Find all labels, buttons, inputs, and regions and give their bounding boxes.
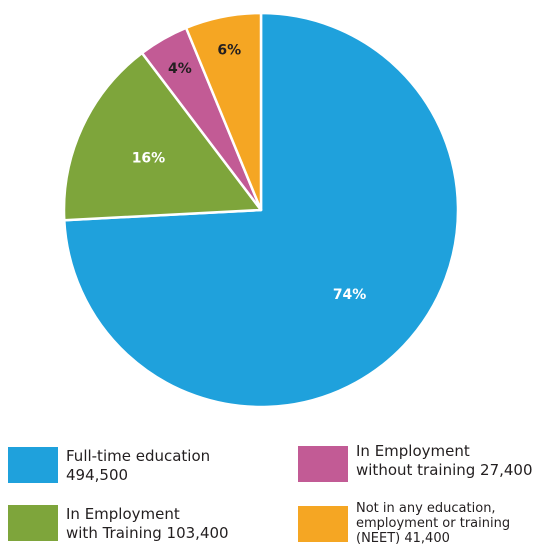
legend-label-line: employment or training bbox=[356, 516, 511, 531]
slice-label-neet: 6% bbox=[217, 43, 241, 59]
legend-label-line: 494,500 bbox=[66, 466, 129, 484]
legend-label-full-time-education: Full-time education 494,500 bbox=[66, 447, 210, 485]
legend-swatch-full-time-education bbox=[8, 447, 58, 483]
legend-item-employment-without-training: In Employment without training 27,400 bbox=[298, 442, 533, 482]
slice-label-full-time-education: 74% bbox=[333, 287, 367, 303]
pie-chart: 74% 16% 4% 6% bbox=[62, 11, 460, 409]
slice-neet bbox=[184, 11, 263, 212]
legend-label-line: In Employment bbox=[66, 505, 180, 523]
legend-label-employment-without-training: In Employment without training 27,400 bbox=[356, 442, 533, 480]
slice-label-employment-without-training: 4% bbox=[168, 61, 192, 77]
legend-label-employment-with-training: In Employment with Training 103,400 bbox=[66, 505, 229, 543]
legend-label-line: Not in any education, bbox=[356, 501, 496, 516]
legend-label-line: without training 27,400 bbox=[356, 461, 533, 479]
legend-label-line: Full-time education bbox=[66, 447, 211, 465]
legend-swatch-neet bbox=[298, 506, 348, 542]
legend-swatch-employment-without-training bbox=[298, 446, 348, 482]
pie-chart-area: 74% 16% 4% 6% bbox=[62, 11, 460, 409]
slice-label-employment-with-training: 16% bbox=[132, 151, 166, 167]
legend-label-line: with Training 103,400 bbox=[66, 524, 229, 542]
legend-swatch-employment-with-training bbox=[8, 505, 58, 541]
legend-item-employment-with-training: In Employment with Training 103,400 bbox=[8, 505, 229, 543]
legend-item-neet: Not in any education, employment or trai… bbox=[298, 501, 510, 546]
legend-label-line: In Employment bbox=[356, 442, 470, 460]
legend-label-neet: Not in any education, employment or trai… bbox=[356, 501, 510, 546]
slice-employment-with-training bbox=[62, 51, 263, 222]
legend-label-line: (NEET) 41,400 bbox=[356, 531, 450, 546]
legend-item-full-time-education: Full-time education 494,500 bbox=[8, 447, 210, 485]
